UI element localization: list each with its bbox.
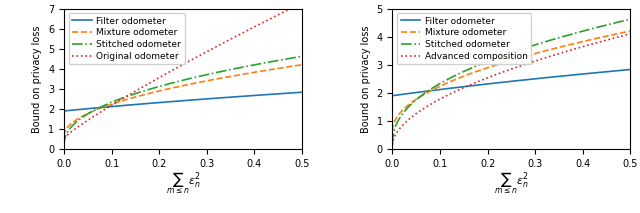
Y-axis label: Bound on privacy loss: Bound on privacy loss — [33, 25, 42, 132]
Filter odometer — [401, 93, 409, 95]
Line: Stitched odometer: Stitched odometer — [392, 19, 630, 144]
Mixture odometer — [203, 79, 211, 82]
Advanced composition — [627, 33, 634, 35]
Mixture odometer — [60, 135, 68, 137]
Stitched odometer — [203, 73, 211, 76]
Filter odometer — [81, 108, 89, 110]
Stitched odometer — [148, 87, 156, 90]
Original odometer — [65, 132, 73, 135]
Mixture odometer — [477, 69, 484, 71]
Stitched odometer — [256, 63, 264, 65]
Original odometer — [148, 80, 156, 83]
Filter odometer — [388, 94, 396, 97]
Stitched odometer — [60, 144, 68, 147]
Mixture odometer — [394, 115, 401, 117]
Legend: Filter odometer, Mixture odometer, Stitched odometer, Original odometer: Filter odometer, Mixture odometer, Stitc… — [68, 13, 185, 64]
Mixture odometer — [627, 30, 634, 32]
Stitched odometer — [73, 120, 81, 123]
Line: Advanced composition: Advanced composition — [392, 34, 630, 145]
Advanced composition — [388, 144, 396, 146]
Y-axis label: Bound on privacy loss: Bound on privacy loss — [361, 25, 371, 132]
Mixture odometer — [532, 52, 540, 55]
Stitched odometer — [627, 18, 634, 20]
Stitched odometer — [388, 143, 396, 145]
Line: Original odometer: Original odometer — [64, 3, 302, 138]
Original odometer — [73, 127, 81, 129]
Mixture odometer — [388, 130, 396, 132]
X-axis label: $\sum_{m \leq n} \varepsilon_n^2$: $\sum_{m \leq n} \varepsilon_n^2$ — [166, 170, 200, 196]
Stitched odometer — [65, 128, 73, 131]
Line: Mixture odometer: Mixture odometer — [64, 65, 302, 136]
Mixture odometer — [256, 70, 264, 73]
Filter odometer — [148, 102, 156, 104]
Advanced composition — [410, 114, 417, 117]
Mixture odometer — [148, 91, 156, 94]
Mixture odometer — [410, 100, 417, 102]
Original odometer — [203, 50, 211, 53]
Mixture odometer — [65, 124, 73, 127]
Stitched odometer — [532, 43, 540, 46]
Filter odometer — [203, 98, 211, 100]
Legend: Filter odometer, Mixture odometer, Stitched odometer, Advanced composition: Filter odometer, Mixture odometer, Stitc… — [397, 13, 531, 64]
Line: Mixture odometer: Mixture odometer — [392, 31, 630, 131]
Original odometer — [60, 137, 68, 139]
Mixture odometer — [584, 39, 592, 42]
Stitched odometer — [584, 28, 592, 31]
Stitched odometer — [410, 101, 417, 103]
Filter odometer — [60, 110, 68, 112]
Filter odometer — [627, 68, 634, 71]
Filter odometer — [532, 78, 540, 80]
Filter odometer — [394, 94, 401, 96]
Mixture odometer — [298, 63, 306, 66]
Filter odometer — [73, 108, 81, 111]
Stitched odometer — [477, 63, 484, 65]
X-axis label: $\sum_{m \leq n} \varepsilon_n^2$: $\sum_{m \leq n} \varepsilon_n^2$ — [494, 170, 529, 196]
Stitched odometer — [298, 55, 306, 58]
Advanced composition — [394, 130, 401, 132]
Advanced composition — [477, 79, 484, 82]
Stitched odometer — [394, 120, 401, 123]
Filter odometer — [584, 72, 592, 75]
Original odometer — [81, 121, 89, 123]
Filter odometer — [256, 94, 264, 96]
Stitched odometer — [401, 109, 409, 112]
Mixture odometer — [73, 118, 81, 121]
Line: Filter odometer: Filter odometer — [64, 92, 302, 111]
Advanced composition — [401, 121, 409, 124]
Filter odometer — [477, 83, 484, 86]
Advanced composition — [532, 60, 540, 62]
Mixture odometer — [401, 106, 409, 109]
Original odometer — [298, 1, 306, 4]
Stitched odometer — [81, 114, 89, 117]
Line: Filter odometer: Filter odometer — [392, 69, 630, 96]
Original odometer — [256, 23, 264, 25]
Mixture odometer — [81, 114, 89, 116]
Filter odometer — [298, 91, 306, 94]
Filter odometer — [410, 92, 417, 94]
Line: Stitched odometer: Stitched odometer — [64, 56, 302, 145]
Advanced composition — [584, 44, 592, 46]
Filter odometer — [65, 109, 73, 112]
